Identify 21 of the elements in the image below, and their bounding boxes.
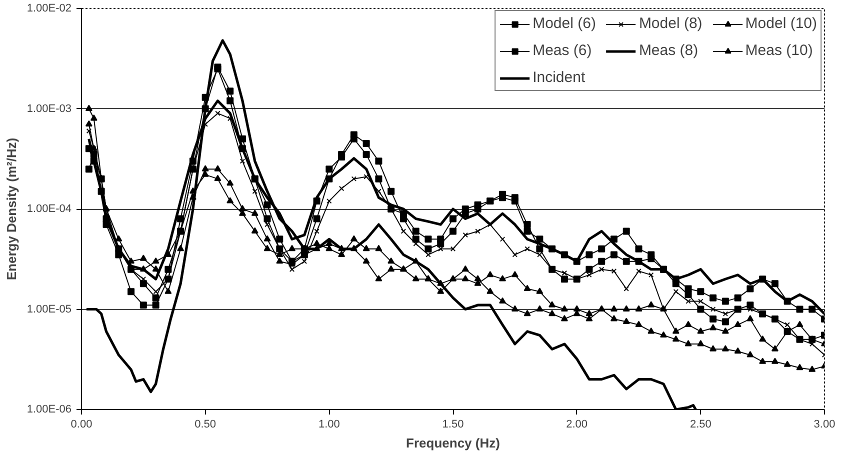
- y-tick-label: 1.00E-06: [26, 404, 72, 416]
- y-tick-label: 1.00E-03: [26, 102, 72, 115]
- legend-label: Model (6): [532, 15, 596, 32]
- x-tick-label: 0.50: [194, 418, 216, 430]
- y-axis-title: Energy Density (m²/Hz): [4, 138, 19, 280]
- legend-label: Meas (6): [532, 42, 592, 59]
- x-tick-label: 2.50: [690, 418, 712, 430]
- legend-label: Incident: [532, 69, 586, 86]
- x-tick-label: 1.00: [318, 418, 340, 430]
- y-tick-label: 1.00E-04: [26, 203, 72, 215]
- x-tick-label: 3.00: [814, 418, 836, 430]
- x-tick-label: 1.50: [442, 418, 464, 430]
- y-tick-label: 1.00E-05: [26, 303, 72, 316]
- x-tick-label: 0.00: [70, 418, 92, 430]
- x-tick-label: 2.00: [566, 418, 588, 430]
- legend-label: Model (8): [638, 15, 702, 32]
- y-tick-label: 1.00E-02: [26, 2, 72, 14]
- legend-label: Model (10): [745, 15, 817, 32]
- legend-label: Meas (10): [745, 42, 813, 59]
- legend-label: Meas (8): [638, 42, 698, 59]
- x-axis-title: Frequency (Hz): [406, 436, 500, 450]
